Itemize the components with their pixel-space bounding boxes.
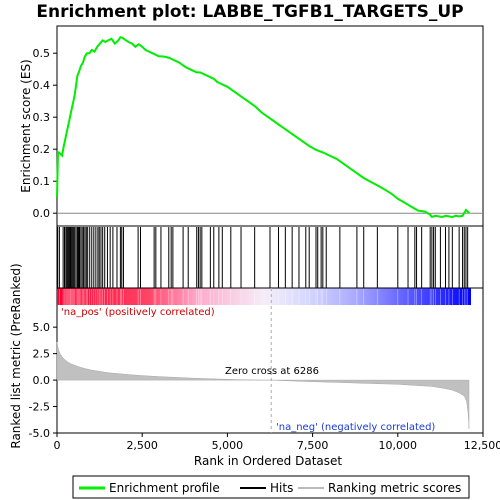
hits-lines bbox=[57, 227, 469, 288]
x-axis-label: Rank in Ordered Dataset bbox=[194, 454, 342, 468]
ranked-color-bar bbox=[57, 288, 471, 305]
metric-yticks: -5.0 -2.5 0.0 2.5 5.0 bbox=[29, 321, 57, 440]
legend: Enrichment profile Hits Ranking metric s… bbox=[72, 475, 470, 499]
ranked-color-bar-fill bbox=[57, 288, 471, 305]
legend-label-hits: Hits bbox=[270, 481, 293, 495]
es-ytick-label: 0.1 bbox=[33, 175, 51, 188]
x-axis: 0 2,500 5,000 7,500 10,000 12,500 bbox=[54, 433, 500, 452]
x-tick-label: 12,500 bbox=[464, 439, 500, 452]
es-ytick-label: 0.2 bbox=[33, 143, 51, 156]
pos-correlated-label: 'na_pos' (positively correlated) bbox=[61, 307, 215, 318]
metric-ytick-label: 0.0 bbox=[33, 374, 51, 387]
enrichment-profile-line bbox=[56, 36, 471, 219]
es-panel-frame bbox=[56, 25, 484, 227]
es-ytick-label: 0.4 bbox=[33, 79, 51, 92]
x-tick-label: 10,000 bbox=[379, 439, 418, 452]
metric-panel: -5.0 -2.5 0.0 2.5 5.0 'na_pos' (positively c… bbox=[9, 263, 484, 449]
legend-label-ranking-metric: Ranking metric scores bbox=[328, 481, 461, 495]
ranked-bar-hits bbox=[57, 289, 468, 305]
metric-ytick-label: -5.0 bbox=[29, 427, 50, 440]
chart-title: Enrichment plot: LABBE_TGFB1_TARGETS_UP bbox=[36, 2, 463, 22]
x-tick-label: 2,500 bbox=[126, 439, 158, 452]
zero-cross-label: Zero cross at 6286 bbox=[225, 366, 319, 377]
es-ylabel: Enrichment score (ES) bbox=[19, 59, 33, 192]
x-tick-label: 5,000 bbox=[212, 439, 244, 452]
legend-box bbox=[72, 475, 470, 499]
es-panel: 0.0 0.1 0.2 0.3 0.4 0.5 Enrichment score (ES) bbox=[19, 25, 484, 227]
es-ytick-label: 0.0 bbox=[33, 207, 51, 220]
es-ytick-label: 0.3 bbox=[33, 111, 51, 124]
neg-correlated-label: 'na_neg' (negatively correlated) bbox=[276, 422, 435, 433]
metric-ytick-label: 2.5 bbox=[33, 348, 51, 361]
es-yticks: 0.0 0.1 0.2 0.3 0.4 0.5 bbox=[33, 47, 57, 220]
x-tick-label: 7,500 bbox=[297, 439, 329, 452]
metric-ytick-label: 5.0 bbox=[33, 321, 51, 334]
ranking-metric-area bbox=[56, 341, 470, 429]
x-tick-label: 0 bbox=[54, 439, 61, 452]
es-ytick-label: 0.5 bbox=[33, 47, 51, 60]
metric-ytick-label: -2.5 bbox=[29, 401, 50, 414]
metric-ylabel: Ranked list metric (PreRanked) bbox=[9, 263, 23, 448]
legend-label-enrichment-profile: Enrichment profile bbox=[109, 481, 220, 495]
hits-panel bbox=[56, 225, 484, 289]
